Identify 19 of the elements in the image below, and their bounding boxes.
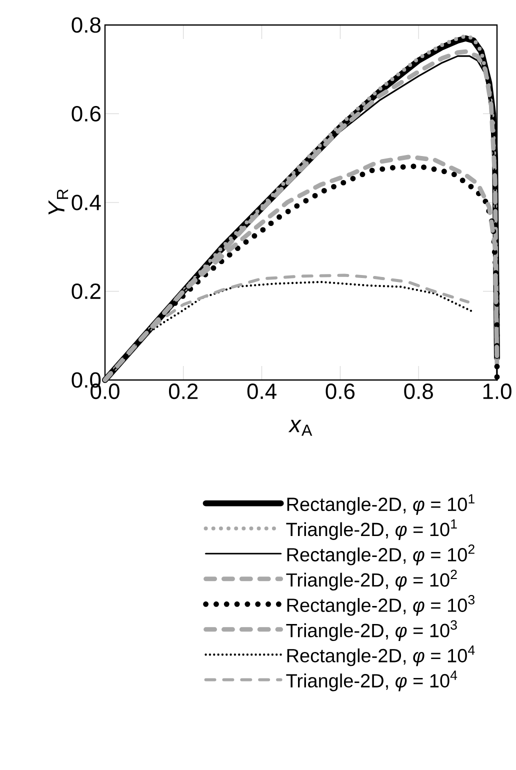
legend-label: Triangle-2D, φ = 10$^{3}$ xyxy=(286,620,458,642)
legend-label: Triangle-2D, φ = 10$^{1}$ xyxy=(286,519,458,540)
legend-label: Rectangle-2D, φ = 10$^{4}$ xyxy=(288,646,475,666)
x-tick-label: 0.6 xyxy=(326,384,355,400)
legend-label: Triangle-2D, φ = 10$^{2}$ xyxy=(286,570,457,590)
x-tick-label: 0.4 xyxy=(248,384,277,400)
y-tick-label: 0.8 xyxy=(72,17,101,33)
x-axis-title: x$_{A}$ xyxy=(288,420,312,436)
x-tick-label: 0.8 xyxy=(404,384,434,400)
legend-label: Rectangle-2D, φ = 10$^{1}$ xyxy=(288,494,475,515)
legend-label: Triangle-2D, φ = 10$^{4}$ xyxy=(286,670,458,692)
y-tick-label: 0.2 xyxy=(72,283,101,300)
legend-label: Rectangle-2D, φ = 10$^{2}$ xyxy=(288,544,475,566)
legend-label: Rectangle-2D, φ = 10$^{3}$ xyxy=(288,595,475,616)
x-tick-label: 0.2 xyxy=(169,384,198,400)
y-axis-title: Y$_{R}$ xyxy=(48,189,68,215)
y-tick-label: 0.6 xyxy=(72,106,101,122)
x-tick-label: 1.0 xyxy=(484,384,512,400)
y-tick-label: 0.4 xyxy=(72,194,102,210)
